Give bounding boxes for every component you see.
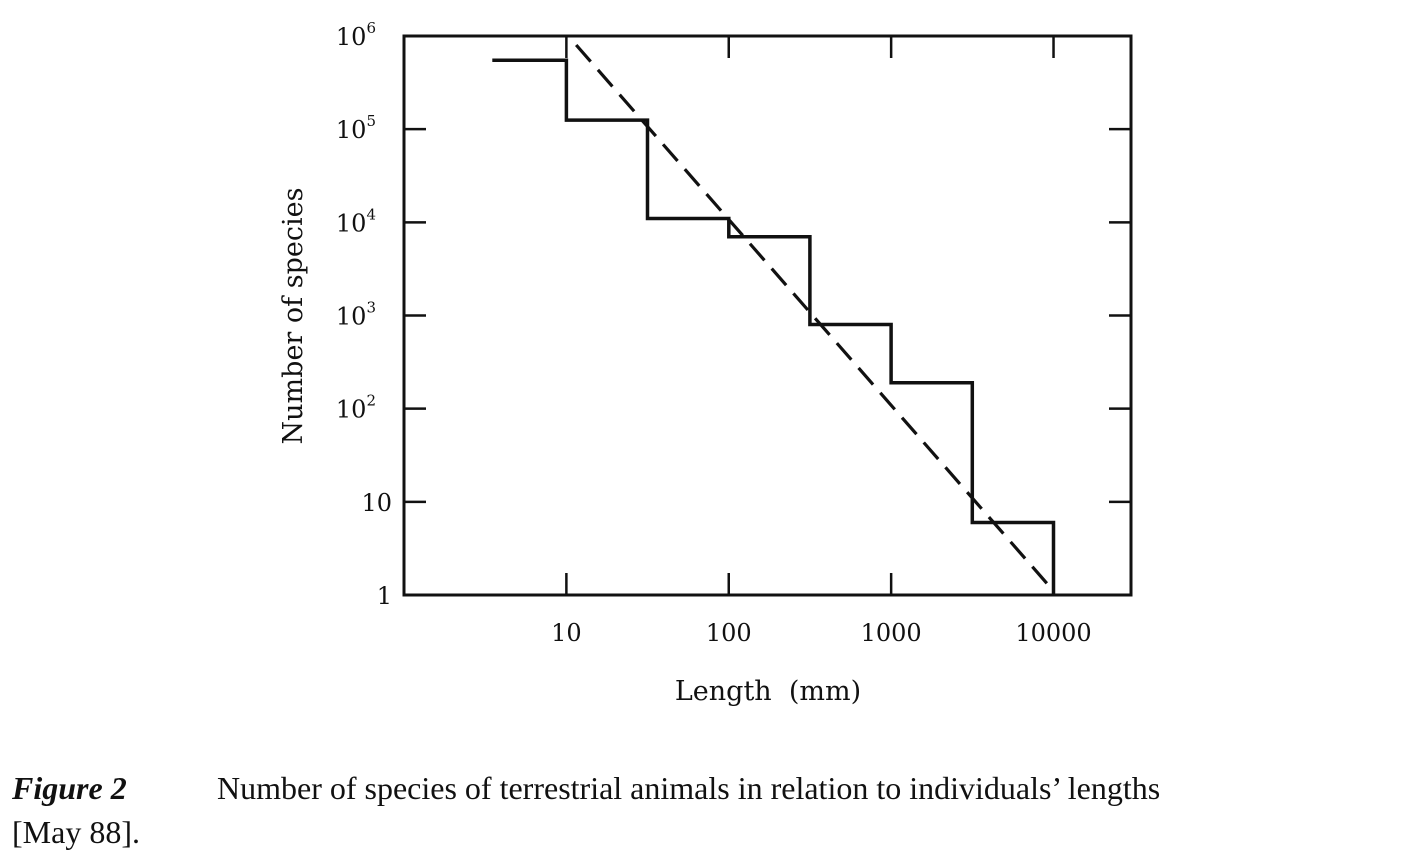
y-tick-label-2: 102 (336, 392, 376, 424)
x-tick-label-0: 10 (551, 619, 582, 647)
caption-citation: [May 88]. (12, 814, 140, 850)
y-tick-label-6: 106 (336, 19, 376, 51)
caption-text: Number of species of terrestrial animals… (217, 770, 1161, 806)
figure-label: Figure 2 (12, 770, 127, 806)
y-tick-label-1: 10 (361, 489, 392, 517)
figure-caption: Figure 2 Number of species of terrestrial… (12, 766, 1392, 854)
x-axis-title: Length (mm) (675, 676, 861, 707)
plot-frame (402, 34, 1133, 597)
step-line (492, 58, 1056, 595)
y-tick-label-0: 1 (377, 582, 392, 610)
x-tick-label-2: 1000 (861, 619, 922, 647)
y-tick-label-5: 105 (336, 112, 376, 144)
y-tick-label-3: 103 (336, 299, 376, 331)
chart: 10 100 1000 10000 1 10 102 103 104 105 106 Length … (278, 19, 1133, 707)
fit-line (574, 43, 1052, 589)
x-tick-label-3: 10000 (1015, 619, 1091, 647)
x-tick-label-1: 100 (706, 619, 752, 647)
y-tick-label-4: 104 (336, 205, 376, 237)
y-axis-title: Number of species (278, 188, 309, 445)
